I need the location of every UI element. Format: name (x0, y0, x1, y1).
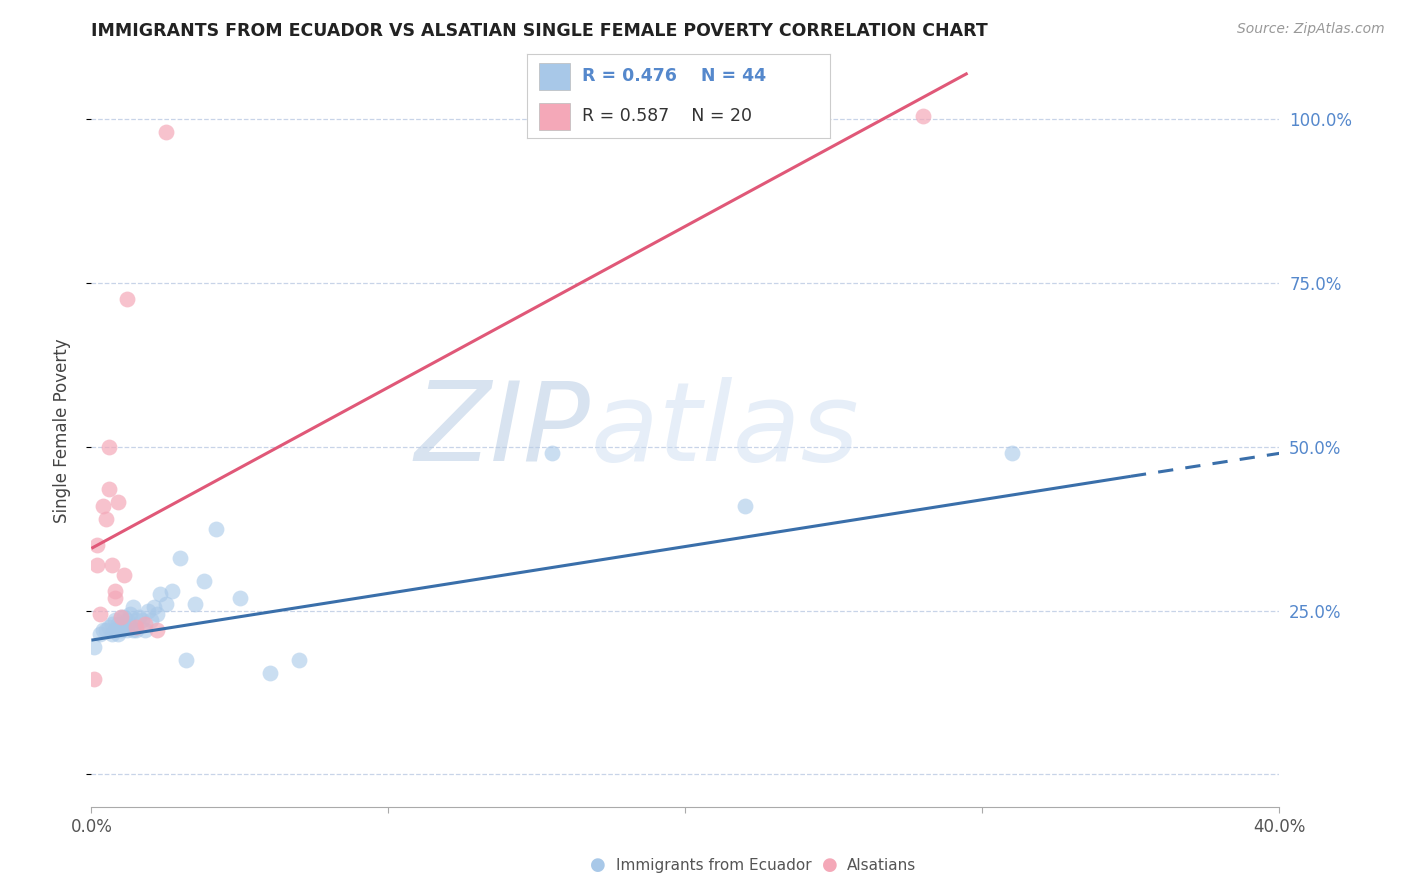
Text: R = 0.476    N = 44: R = 0.476 N = 44 (582, 68, 766, 86)
Point (101, 626, 124, 640)
Point (160, 584, 183, 599)
Point (98, 483, 121, 497)
Point (734, 499, 756, 513)
Point (288, 653, 311, 667)
Point (259, 665, 281, 680)
Point (98, 440, 121, 454)
Point (104, 624, 127, 638)
Point (110, 610, 132, 624)
Point (911, 109, 934, 123)
Point (83, 640, 105, 654)
Point (107, 495, 129, 509)
Point (205, 522, 228, 536)
Point (540, 446, 562, 460)
Text: IMMIGRANTS FROM ECUADOR VS ALSATIAN SINGLE FEMALE POVERTY CORRELATION CHART: IMMIGRANTS FROM ECUADOR VS ALSATIAN SING… (91, 22, 988, 40)
Point (139, 614, 162, 628)
Point (96, 624, 118, 638)
Point (118, 607, 141, 621)
Point (115, 614, 138, 628)
Point (1001, 446, 1024, 460)
Point (118, 620, 141, 634)
Point (128, 610, 150, 624)
Text: Source: ZipAtlas.com: Source: ZipAtlas.com (1237, 22, 1385, 37)
Text: atlas: atlas (591, 377, 859, 483)
Point (101, 558, 124, 572)
Point (110, 624, 132, 638)
Text: Alsatians: Alsatians (846, 858, 915, 872)
Point (115, 293, 138, 307)
Point (104, 614, 127, 628)
Point (155, 597, 177, 611)
Point (169, 551, 191, 566)
Text: Immigrants from Ecuador: Immigrants from Ecuador (616, 858, 811, 872)
Point (145, 624, 167, 638)
Point (134, 616, 156, 631)
Point (104, 591, 127, 605)
Point (184, 597, 207, 611)
Point (83, 673, 105, 687)
Text: ●: ● (589, 856, 606, 874)
Point (136, 604, 159, 618)
Point (176, 653, 198, 667)
Text: ●: ● (821, 856, 838, 874)
Point (149, 587, 172, 601)
Point (229, 591, 252, 605)
Point (91, 499, 114, 513)
Point (98, 620, 121, 634)
Point (89, 607, 111, 621)
Point (122, 600, 145, 615)
Point (112, 567, 135, 582)
Point (112, 620, 135, 634)
Point (155, 125, 177, 139)
Point (134, 624, 156, 638)
Point (86, 558, 108, 572)
Text: ZIP: ZIP (415, 377, 591, 483)
Point (125, 614, 148, 628)
Point (107, 616, 129, 631)
FancyBboxPatch shape (540, 103, 569, 130)
Point (193, 574, 215, 589)
Point (125, 624, 148, 638)
FancyBboxPatch shape (540, 62, 569, 90)
Y-axis label: Single Female Poverty: Single Female Poverty (52, 338, 70, 523)
Point (101, 616, 124, 631)
Point (91, 624, 114, 638)
Point (107, 626, 129, 640)
Point (112, 610, 135, 624)
Point (145, 607, 167, 621)
Point (110, 610, 132, 624)
Point (122, 624, 145, 638)
Point (86, 538, 108, 552)
Point (142, 600, 165, 615)
Point (131, 614, 153, 628)
Point (104, 584, 127, 599)
Point (96, 512, 118, 526)
Text: R = 0.587    N = 20: R = 0.587 N = 20 (582, 107, 752, 125)
Point (89, 626, 111, 640)
Point (125, 620, 148, 634)
Point (115, 624, 138, 638)
